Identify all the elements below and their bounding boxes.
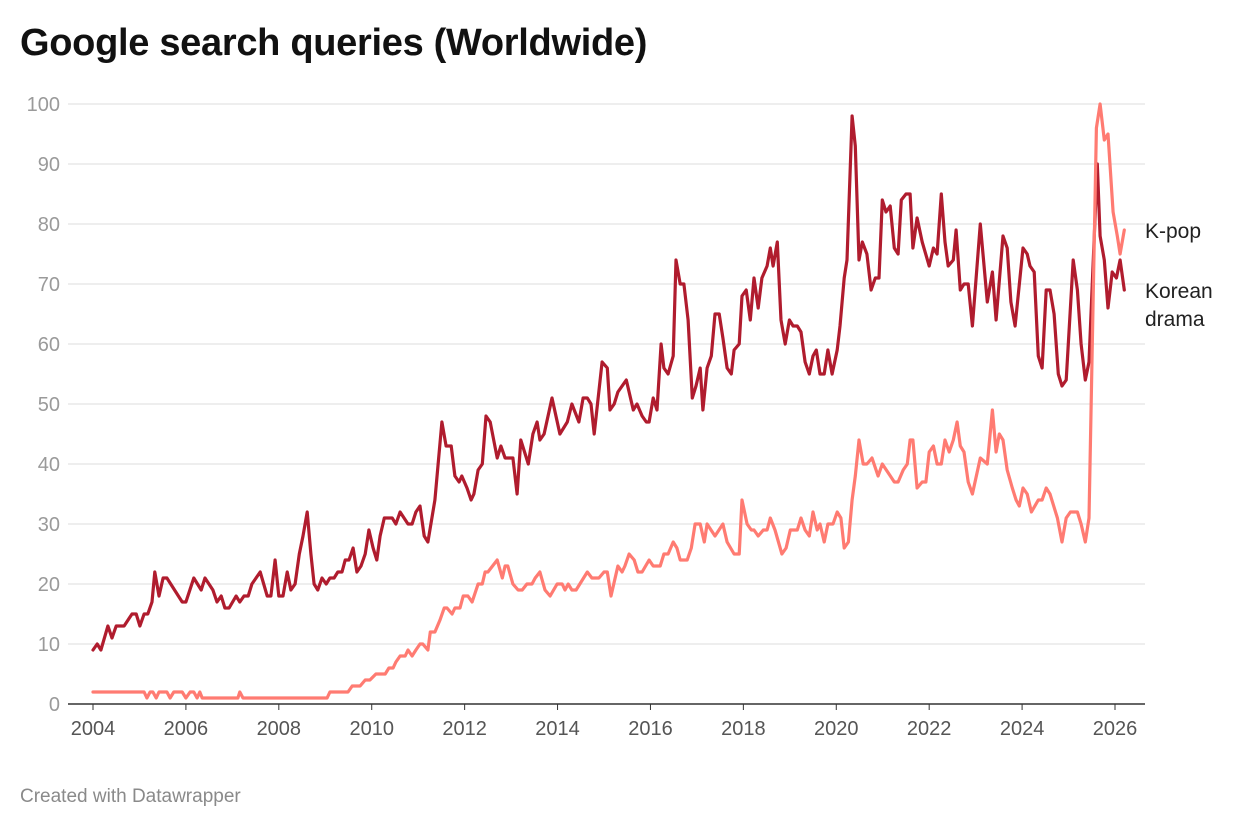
- y-tick-label: 20: [38, 574, 60, 596]
- x-tick-label: 2022: [907, 718, 952, 740]
- x-tick-label: 2026: [1093, 718, 1138, 740]
- footer-credit: Created with Datawrapper: [20, 786, 241, 807]
- series-labels: Korean drama K-pop: [1145, 220, 1213, 331]
- x-tick-label: 2018: [721, 718, 766, 740]
- y-tick-label: 30: [38, 514, 60, 536]
- series-label: drama: [1145, 308, 1205, 331]
- y-tick-label: 0: [49, 694, 60, 716]
- y-axis-ticks: 0 10 20 30 40 50 60 70 80 90 100: [27, 94, 60, 716]
- y-tick-label: 70: [38, 274, 60, 296]
- y-tick-label: 10: [38, 634, 60, 656]
- y-tick-label: 50: [38, 394, 60, 416]
- x-tick-label: 2016: [628, 718, 673, 740]
- x-tick-label: 2006: [164, 718, 209, 740]
- series-lines: [91, 102, 1126, 700]
- x-tick-label: 2012: [442, 718, 487, 740]
- y-tick-label: 90: [38, 154, 60, 176]
- series-line-k-pop: [91, 102, 1126, 700]
- x-tick-label: 2014: [535, 718, 580, 740]
- series-label: K-pop: [1145, 220, 1201, 243]
- chart-title: Google search queries (Worldwide): [20, 22, 648, 64]
- x-tick-label: 2010: [349, 718, 394, 740]
- y-tick-label: 60: [38, 334, 60, 356]
- y-tick-label: 40: [38, 454, 60, 476]
- x-tick-label: 2004: [71, 718, 116, 740]
- y-tick-label: 100: [27, 94, 60, 116]
- x-tick-label: 2008: [257, 718, 302, 740]
- x-axis-ticks: 2004 2006 2008 2010 2012 2014 2016 2018 2020 2022…: [71, 704, 1138, 740]
- x-tick-label: 2024: [1000, 718, 1045, 740]
- series-line-korean-drama: [91, 114, 1126, 652]
- series-label: Korean: [1145, 280, 1213, 303]
- x-tick-label: 2020: [814, 718, 859, 740]
- gridlines: [68, 103, 1145, 705]
- y-tick-label: 80: [38, 214, 60, 236]
